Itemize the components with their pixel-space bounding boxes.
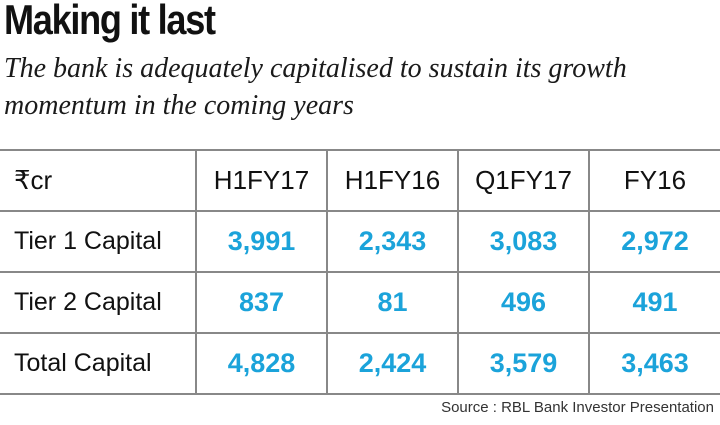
source-note: Source : RBL Bank Investor Presentation bbox=[441, 399, 714, 416]
capital-table: ₹cr H1FY17 H1FY16 Q1FY17 FY16 Tier 1 Cap… bbox=[0, 149, 720, 395]
column-header: H1FY16 bbox=[326, 149, 458, 212]
data-cell: 3,463 bbox=[588, 333, 720, 395]
chart-subtitle: The bank is adequately capitalised to su… bbox=[4, 53, 627, 121]
data-cell: 491 bbox=[588, 272, 720, 334]
row-label: Tier 2 Capital bbox=[0, 272, 196, 334]
data-cell: 3,083 bbox=[457, 211, 589, 273]
chart-title: Making it last bbox=[4, 0, 216, 43]
data-cell: 3,579 bbox=[457, 333, 589, 395]
column-header: Q1FY17 bbox=[457, 149, 589, 212]
data-cell: 2,343 bbox=[326, 211, 458, 273]
data-cell: 837 bbox=[195, 272, 327, 334]
table-row: Tier 1 Capital 3,991 2,343 3,083 2,972 bbox=[0, 211, 720, 273]
data-cell: 81 bbox=[326, 272, 458, 334]
data-cell: 4,828 bbox=[195, 333, 327, 395]
data-cell: 3,991 bbox=[195, 211, 327, 273]
row-label: Total Capital bbox=[0, 333, 196, 395]
table-row: Tier 2 Capital 837 81 496 491 bbox=[0, 272, 720, 334]
data-cell: 496 bbox=[457, 272, 589, 334]
capital-table-container: ₹cr H1FY17 H1FY16 Q1FY17 FY16 Tier 1 Cap… bbox=[0, 149, 720, 395]
data-cell: 2,424 bbox=[326, 333, 458, 395]
column-header: FY16 bbox=[588, 149, 720, 212]
data-cell: 2,972 bbox=[588, 211, 720, 273]
column-header: H1FY17 bbox=[195, 149, 327, 212]
unit-label: ₹cr bbox=[0, 149, 196, 212]
row-label: Tier 1 Capital bbox=[0, 211, 196, 273]
table-header-row: ₹cr H1FY17 H1FY16 Q1FY17 FY16 bbox=[0, 149, 720, 212]
table-row: Total Capital 4,828 2,424 3,579 3,463 bbox=[0, 333, 720, 395]
